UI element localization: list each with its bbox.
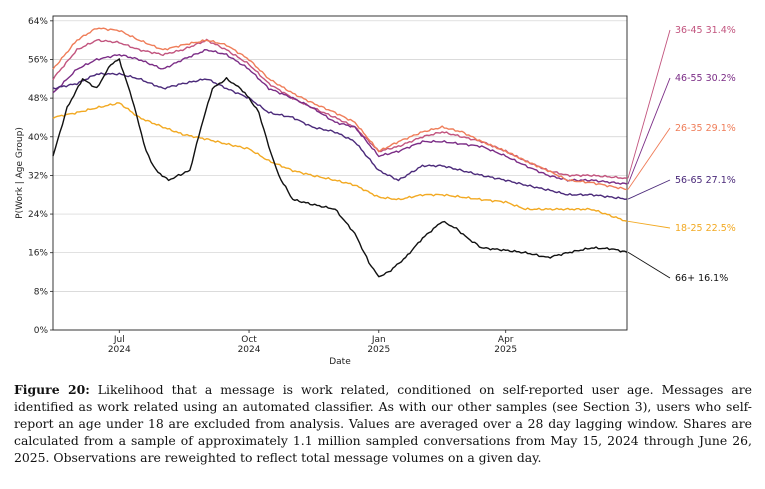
y-tick-label: 48% bbox=[28, 94, 48, 104]
line-chart: 0% 8% 16% 24% 32% 40% 48% 56% 64% Jul 2024 Oct 2024… bbox=[15, 15, 736, 367]
x-tick-year: 2025 bbox=[494, 345, 517, 355]
end-label-connector bbox=[627, 127, 671, 190]
x-axis-label: Date bbox=[329, 357, 351, 367]
series-line-26-35 bbox=[52, 27, 628, 191]
end-label-connector bbox=[627, 29, 671, 179]
y-tick-label: 32% bbox=[28, 171, 48, 181]
y-tick-label: 8% bbox=[34, 287, 49, 297]
y-tick-label: 0% bbox=[34, 326, 49, 336]
end-label-connector bbox=[627, 77, 671, 185]
y-tick-label: 64% bbox=[28, 17, 48, 27]
end-label-26-35: 26-35 29.1% bbox=[675, 123, 736, 134]
end-label-connector bbox=[627, 220, 671, 229]
y-tick-label: 40% bbox=[28, 133, 48, 143]
series-line-18-25 bbox=[52, 102, 628, 222]
y-tick-label: 16% bbox=[28, 249, 48, 259]
plot-frame bbox=[52, 15, 628, 331]
end-label-66+: 66+ 16.1% bbox=[675, 273, 728, 284]
x-tick-month: Oct bbox=[241, 335, 257, 345]
caption-label: Figure 20: bbox=[14, 382, 90, 397]
end-labels: 36-45 31.4% 46-55 30.2% 26-35 29.1% 56-65 2… bbox=[627, 25, 736, 284]
series-line-66+ bbox=[52, 58, 628, 278]
x-tick-year: 2024 bbox=[238, 345, 261, 355]
end-label-56-65: 56-65 27.1% bbox=[675, 175, 736, 186]
figure-caption: Figure 20: Likelihood that a message is … bbox=[14, 381, 752, 466]
x-tick-month: Jan bbox=[371, 335, 386, 345]
end-label-connector bbox=[627, 251, 671, 279]
y-tick-label: 56% bbox=[28, 55, 48, 65]
caption-text: Likelihood that a message is work relate… bbox=[14, 382, 752, 465]
series-lines bbox=[52, 27, 628, 278]
series-line-36-45 bbox=[52, 38, 628, 180]
y-tick-label: 24% bbox=[28, 210, 48, 220]
x-tick-year: 2024 bbox=[108, 345, 131, 355]
y-axis-ticks: 0% 8% 16% 24% 32% 40% 48% 56% 64% bbox=[28, 17, 53, 336]
y-axis-label: P(Work | Age Group) bbox=[15, 127, 25, 219]
series-line-46-55 bbox=[52, 49, 628, 185]
series-line-56-65 bbox=[52, 72, 628, 200]
end-label-36-45: 36-45 31.4% bbox=[675, 25, 736, 36]
end-label-connector bbox=[627, 179, 671, 200]
gridlines bbox=[53, 20, 627, 331]
x-tick-month: Apr bbox=[498, 335, 514, 345]
end-label-18-25: 18-25 22.5% bbox=[675, 223, 736, 234]
end-label-46-55: 46-55 30.2% bbox=[675, 73, 736, 84]
x-tick-year: 2025 bbox=[367, 345, 390, 355]
x-tick-month: Jul bbox=[113, 335, 125, 345]
